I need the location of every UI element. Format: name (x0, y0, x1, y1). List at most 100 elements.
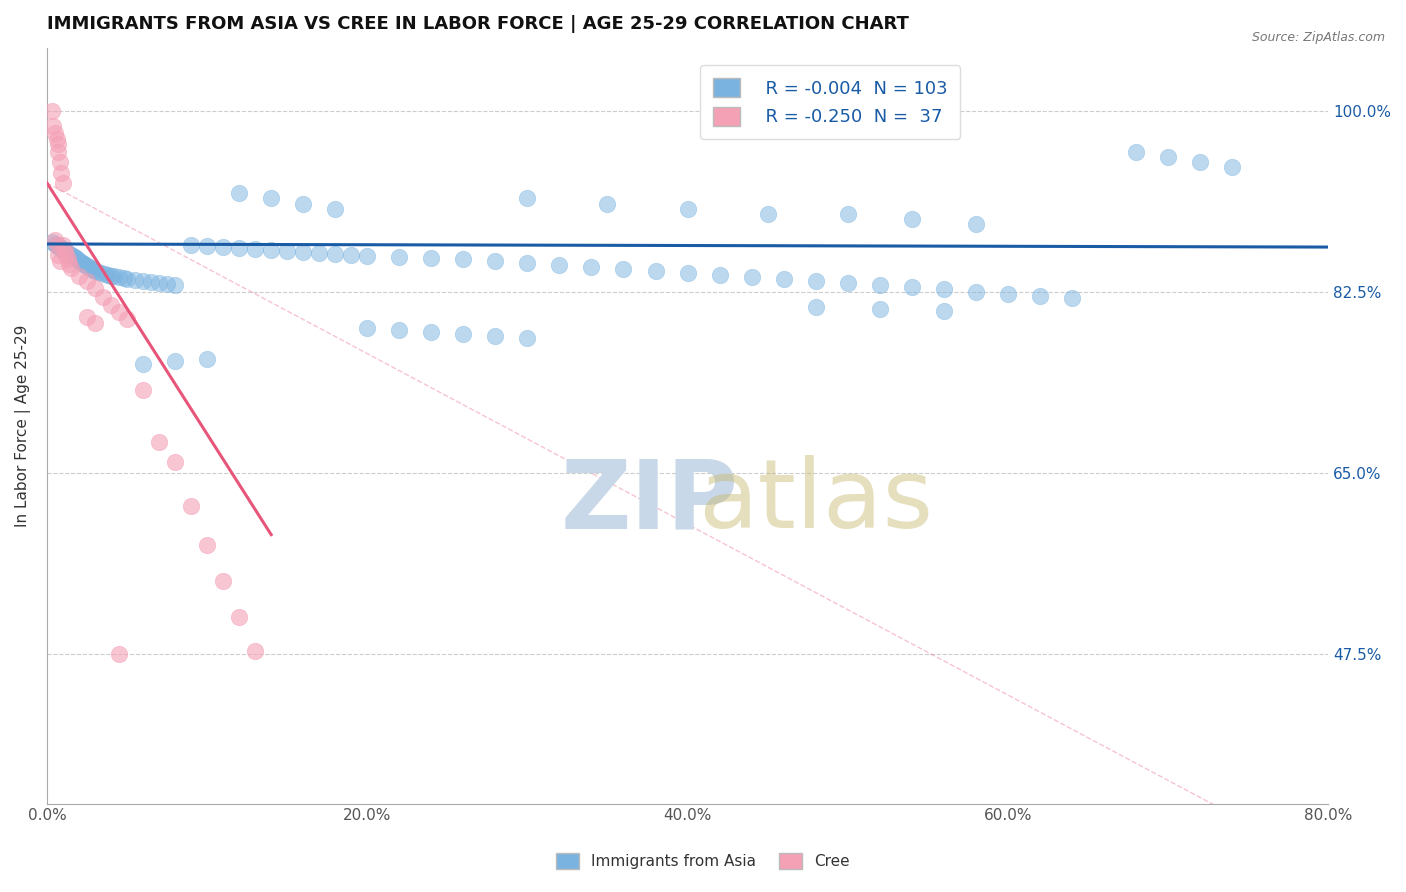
Point (93, 267, 115, 281)
Text: ZIP: ZIP (560, 455, 738, 548)
Point (420, 325, 443, 339)
Legend:   R = -0.004  N = 103,   R = -0.250  N =  37: R = -0.004 N = 103, R = -0.250 N = 37 (700, 65, 960, 139)
Point (516, 191, 538, 205)
Point (180, 499, 202, 513)
Point (148, 434, 170, 449)
Point (58, 257, 80, 271)
Point (165, 354, 187, 368)
Point (581, 260, 603, 274)
Point (67, 253, 90, 268)
Point (108, 647, 131, 661)
Point (46, 136, 69, 151)
Point (308, 246, 330, 260)
Point (70, 255, 93, 269)
Point (49, 253, 72, 268)
Point (44, 233, 66, 247)
Point (53, 243, 76, 257)
Point (41, 235, 63, 249)
Point (596, 196, 619, 211)
Point (87, 265, 110, 279)
Point (52, 238, 75, 252)
Point (52, 176, 75, 190)
Point (45, 132, 67, 146)
Point (228, 241, 250, 255)
Point (965, 285, 987, 299)
Point (46, 248, 69, 262)
Point (59, 248, 82, 262)
Point (260, 243, 283, 257)
Point (84, 281, 107, 295)
Point (548, 258, 571, 272)
Point (124, 273, 146, 287)
Point (195, 351, 218, 366)
Point (75, 258, 97, 272)
Point (51, 242, 73, 256)
Point (932, 304, 955, 318)
Point (67, 268, 90, 283)
Point (195, 538, 218, 552)
Y-axis label: In Labor Force | Age 25-29: In Labor Force | Age 25-29 (15, 325, 31, 527)
Point (76, 259, 98, 273)
Point (46, 145, 69, 159)
Point (212, 240, 235, 254)
Point (97, 268, 120, 282)
Point (837, 207, 859, 221)
Point (741, 270, 763, 285)
Point (148, 277, 170, 291)
Point (900, 280, 922, 294)
Point (59, 260, 82, 275)
Point (103, 268, 125, 283)
Point (804, 274, 827, 288)
Point (91, 290, 114, 304)
Point (869, 302, 891, 317)
Point (42, 119, 65, 133)
Point (420, 252, 443, 266)
Point (228, 186, 250, 201)
Point (804, 300, 827, 314)
Point (453, 252, 475, 267)
Legend: Immigrants from Asia, Cree: Immigrants from Asia, Cree (550, 847, 856, 875)
Point (90, 266, 112, 280)
Point (44, 237, 66, 252)
Point (837, 277, 859, 291)
Point (676, 266, 699, 280)
Point (516, 255, 538, 269)
Point (1220, 161, 1243, 175)
Point (709, 268, 731, 282)
Point (276, 244, 298, 259)
Point (53, 244, 76, 259)
Point (51, 165, 73, 179)
Point (516, 331, 538, 345)
Point (65, 252, 87, 266)
Point (356, 249, 378, 263)
Point (323, 247, 346, 261)
Point (180, 238, 202, 252)
Point (195, 239, 218, 253)
Point (388, 323, 411, 337)
Point (1189, 155, 1212, 169)
Point (115, 312, 138, 326)
Point (772, 272, 794, 286)
Point (869, 278, 891, 293)
Point (484, 329, 506, 343)
Point (228, 610, 250, 624)
Point (41, 103, 63, 118)
Point (49, 240, 72, 254)
Point (260, 191, 283, 205)
Point (69, 254, 91, 268)
Point (100, 298, 122, 312)
Point (82, 262, 104, 277)
Point (212, 574, 235, 589)
Point (243, 242, 266, 256)
Point (45, 239, 67, 253)
Point (756, 207, 779, 221)
Point (63, 251, 86, 265)
Point (165, 455, 187, 469)
Point (49, 155, 72, 169)
Point (453, 326, 475, 341)
Point (73, 257, 96, 271)
Point (132, 357, 155, 371)
Point (340, 248, 363, 262)
Point (108, 305, 131, 319)
Point (292, 196, 315, 211)
